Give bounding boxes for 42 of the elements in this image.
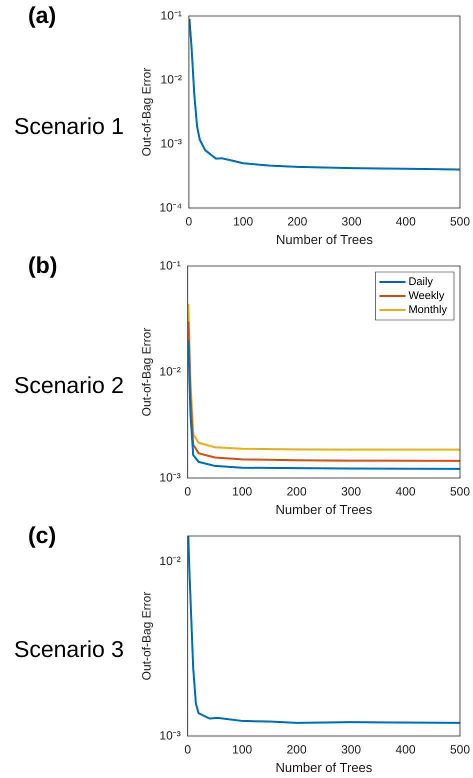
y-axis-title: Out-of-Bag Error xyxy=(140,592,154,680)
x-tick-label: 500 xyxy=(450,742,470,757)
chart-title: (a) xyxy=(28,2,56,29)
x-tick-label: 300 xyxy=(341,484,362,499)
legend-label: Monthly xyxy=(408,304,448,316)
x-tick-label: 400 xyxy=(396,214,416,229)
x-tick-label: 200 xyxy=(287,214,308,229)
x-tick-label: 400 xyxy=(396,742,416,757)
y-axis-title: Out-of-Bag Error xyxy=(140,328,154,416)
x-tick-label: 200 xyxy=(286,484,307,499)
x-axis-title: Number of Trees xyxy=(275,502,373,517)
x-tick-label: 0 xyxy=(184,484,192,499)
x-tick-label: 400 xyxy=(396,484,416,499)
y-tick-label: 10⁻² xyxy=(159,554,181,568)
chart-title: (b) xyxy=(28,252,58,279)
y-tick-label: 10⁻² xyxy=(159,364,181,378)
y-tick-label: 10⁻¹ xyxy=(159,258,181,272)
y-tick-label: 10⁻² xyxy=(160,72,182,86)
x-tick-label: 500 xyxy=(450,214,470,229)
x-tick-label: 100 xyxy=(232,742,253,757)
y-axis-title: Out-of-Bag Error xyxy=(140,68,154,156)
x-tick-label: 100 xyxy=(233,214,254,229)
text: Scenario 2 xyxy=(14,372,124,398)
chart-title: (c) xyxy=(28,522,56,549)
text: Scenario 3 xyxy=(14,636,124,664)
y-tick-label: 10⁻³ xyxy=(160,136,182,150)
y-tick-label: 10⁻¹ xyxy=(160,8,182,22)
y-tick-label: 10⁻³ xyxy=(159,728,181,742)
x-tick-label: 500 xyxy=(450,484,470,499)
x-tick-label: 200 xyxy=(286,742,307,757)
legend-label: Daily xyxy=(408,276,434,288)
x-axis-title: Number of Trees xyxy=(275,760,373,775)
y-tick-label: 10⁻³ xyxy=(159,470,181,484)
x-tick-label: 100 xyxy=(232,484,253,499)
x-tick-label: 0 xyxy=(186,214,193,229)
x-tick-label: 0 xyxy=(184,742,192,757)
x-axis-title: Number of Trees xyxy=(276,232,374,247)
legend-label: Weekly xyxy=(408,290,445,302)
x-tick-label: 300 xyxy=(341,742,362,757)
text: Scenario 1 xyxy=(14,112,124,140)
x-tick-label: 300 xyxy=(342,214,362,229)
y-tick-label: 10⁻⁴ xyxy=(159,200,182,214)
